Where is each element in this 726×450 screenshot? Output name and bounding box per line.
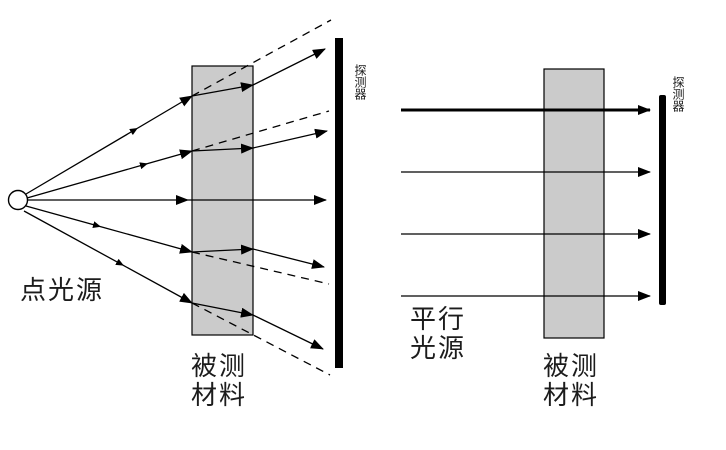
incoming-ray-1 — [25, 95, 193, 195]
parallel-ray-group — [401, 105, 651, 301]
detector-label-left: 探测器 — [353, 64, 367, 100]
detector-bar-left — [335, 38, 343, 368]
inside-ray-4 — [191, 244, 254, 255]
incoming-ray-group-left — [23, 95, 327, 304]
incoming-ray-5 — [23, 210, 193, 304]
exit-ray-group-left — [252, 48, 328, 350]
exit-ray-4 — [252, 248, 325, 269]
dashed-ray-1 — [191, 19, 332, 97]
incoming-ray-4 — [25, 205, 193, 254]
inside-ray-group-left — [191, 82, 254, 318]
inside-ray-1 — [191, 82, 254, 97]
dashed-ray-5 — [191, 302, 331, 376]
detector-bar-right — [659, 95, 666, 305]
inside-ray-2 — [191, 143, 254, 154]
point-source-label: 点光源 — [20, 276, 105, 305]
exit-ray-1 — [252, 48, 326, 86]
parallel-source-label: 平行 光源 — [410, 305, 467, 363]
material-label-left: 被测 材料 — [191, 352, 248, 410]
dashed-ray-4 — [191, 251, 330, 285]
dashed-ray-2 — [191, 110, 330, 152]
exit-ray-5 — [252, 314, 324, 350]
detector-label-right: 探测器 — [671, 76, 685, 112]
undeviated-ray-group-left — [191, 19, 332, 376]
incoming-ray-2 — [26, 149, 193, 199]
point-source — [7, 189, 29, 211]
material-sample-right — [543, 68, 605, 339]
exit-ray-2 — [252, 128, 328, 149]
material-label-right: 被测 材料 — [543, 352, 600, 410]
inside-ray-5 — [191, 302, 254, 318]
